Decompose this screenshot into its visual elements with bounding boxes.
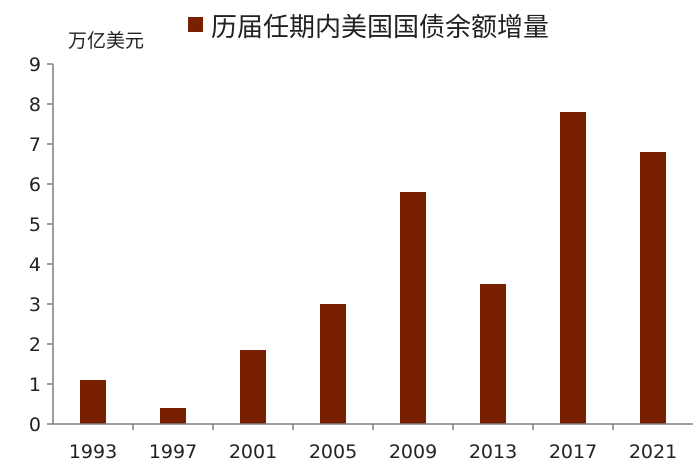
x-tick-label: 2013 xyxy=(469,441,517,463)
y-axis-ticks: 0 1 2 3 4 5 6 7 8 9 xyxy=(29,54,53,436)
y-axis-unit-label: 万亿美元 xyxy=(68,30,144,52)
y-tick-label: 0 xyxy=(29,414,41,436)
legend-label: 历届任期内美国国债余额增量 xyxy=(211,13,549,43)
x-tick-label: 2009 xyxy=(389,441,437,463)
y-tick-label: 1 xyxy=(29,374,41,396)
legend: 历届任期内美国国债余额增量 xyxy=(188,13,549,43)
y-tick-label: 7 xyxy=(29,134,41,156)
x-tick-label: 1993 xyxy=(69,441,117,463)
y-tick-label: 2 xyxy=(29,334,41,356)
x-tick-label: 1997 xyxy=(149,441,197,463)
x-tick-label: 2005 xyxy=(309,441,357,463)
bar-1993 xyxy=(80,380,106,424)
bar-2005 xyxy=(320,304,346,424)
bar-2017 xyxy=(560,112,586,424)
bar-2001 xyxy=(240,350,266,424)
y-tick-label: 5 xyxy=(29,214,41,236)
bars xyxy=(80,112,666,424)
y-tick-label: 8 xyxy=(29,94,41,116)
x-tick-label: 2021 xyxy=(629,441,677,463)
bar-1997 xyxy=(160,408,186,424)
bar-2013 xyxy=(480,284,506,424)
y-tick-label: 3 xyxy=(29,294,41,316)
bar-2021 xyxy=(640,152,666,424)
y-tick-label: 9 xyxy=(29,54,41,76)
x-tick-label: 2001 xyxy=(229,441,277,463)
bar-2009 xyxy=(400,192,426,424)
legend-swatch xyxy=(188,17,203,32)
x-tick-label: 2017 xyxy=(549,441,597,463)
y-tick-label: 6 xyxy=(29,174,41,196)
x-axis-ticks: 1993 1997 2001 2005 2009 2013 2017 2021 xyxy=(69,424,677,463)
y-tick-label: 4 xyxy=(29,254,41,276)
